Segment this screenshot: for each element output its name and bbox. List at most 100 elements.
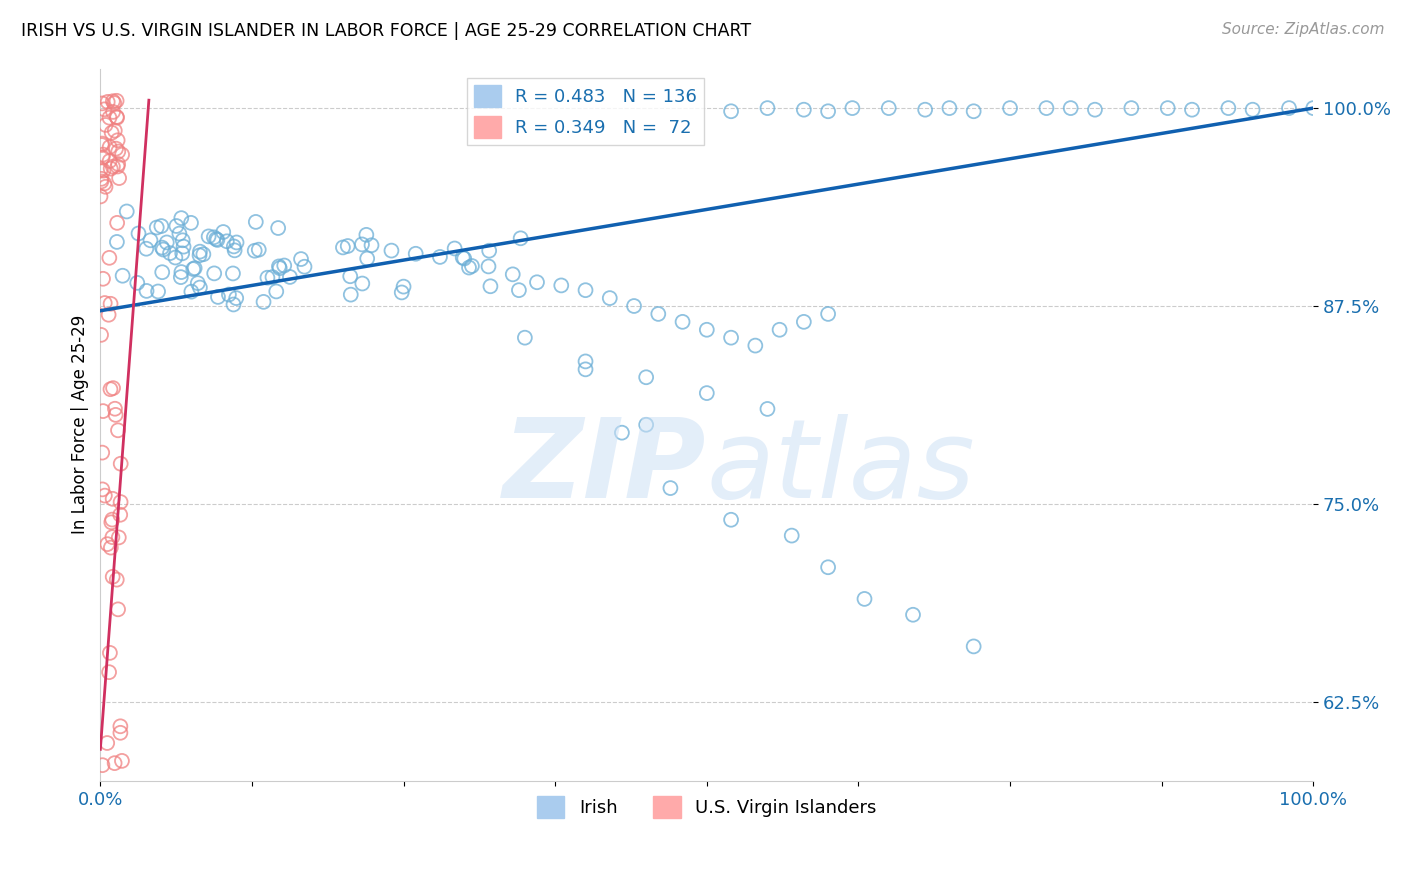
Point	[756, 101, 779, 115]
Point	[509, 231, 531, 245]
Point	[91, 758, 114, 772]
Point	[98, 111, 121, 125]
Point	[159, 246, 181, 260]
Point	[336, 239, 359, 253]
Point	[98, 140, 121, 154]
Point	[451, 251, 474, 265]
Point	[267, 221, 290, 235]
Point	[817, 307, 839, 321]
Point	[111, 268, 134, 283]
Point	[294, 260, 316, 274]
Point	[150, 241, 173, 255]
Point	[780, 528, 803, 542]
Point	[111, 754, 134, 768]
Point	[222, 267, 245, 281]
Point	[225, 291, 247, 305]
Point	[998, 101, 1021, 115]
Point	[107, 145, 129, 159]
Point	[339, 269, 361, 284]
Point	[170, 265, 193, 279]
Point	[256, 270, 278, 285]
Point	[188, 280, 211, 294]
Point	[756, 401, 779, 416]
Point	[94, 179, 117, 194]
Point	[360, 238, 382, 252]
Point	[101, 570, 124, 584]
Point	[97, 308, 120, 322]
Point	[202, 266, 225, 280]
Point	[91, 404, 114, 418]
Point	[262, 270, 284, 285]
Point	[574, 362, 596, 376]
Point	[744, 338, 766, 352]
Y-axis label: In Labor Force | Age 25-29: In Labor Force | Age 25-29	[72, 315, 89, 534]
Point	[104, 401, 127, 416]
Point	[1241, 103, 1264, 117]
Text: atlas: atlas	[707, 414, 976, 521]
Point	[1278, 101, 1301, 115]
Point	[128, 227, 150, 241]
Point	[768, 323, 790, 337]
Point	[392, 279, 415, 293]
Point	[180, 285, 202, 299]
Point	[247, 243, 270, 257]
Point	[170, 270, 193, 285]
Point	[574, 283, 596, 297]
Point	[391, 285, 413, 300]
Point	[97, 95, 120, 109]
Point	[671, 315, 693, 329]
Point	[91, 151, 114, 165]
Point	[101, 530, 124, 544]
Legend: Irish, U.S. Virgin Islanders: Irish, U.S. Virgin Islanders	[530, 789, 883, 825]
Point	[105, 573, 128, 587]
Point	[101, 381, 124, 395]
Point	[173, 240, 195, 254]
Point	[135, 284, 157, 298]
Point	[356, 227, 378, 242]
Point	[100, 161, 122, 176]
Point	[91, 483, 114, 497]
Point	[453, 252, 475, 266]
Point	[508, 283, 530, 297]
Point	[108, 531, 131, 545]
Point	[1060, 101, 1083, 115]
Point	[696, 386, 718, 401]
Point	[1218, 101, 1240, 115]
Point	[841, 101, 863, 115]
Point	[98, 646, 121, 660]
Point	[105, 142, 128, 156]
Point	[224, 244, 246, 258]
Point	[696, 323, 718, 337]
Point	[150, 265, 173, 279]
Point	[1121, 101, 1143, 115]
Point	[264, 285, 287, 299]
Point	[963, 104, 986, 119]
Point	[165, 251, 187, 265]
Point	[110, 508, 132, 522]
Point	[181, 262, 204, 277]
Point	[273, 259, 295, 273]
Point	[574, 354, 596, 368]
Point	[1157, 101, 1180, 115]
Point	[243, 244, 266, 258]
Point	[98, 665, 121, 680]
Point	[90, 174, 112, 188]
Point	[356, 252, 378, 266]
Point	[107, 602, 129, 616]
Point	[610, 425, 633, 440]
Text: ZIP: ZIP	[503, 414, 707, 521]
Point	[101, 512, 124, 526]
Point	[101, 104, 124, 119]
Point	[93, 103, 115, 117]
Point	[267, 260, 290, 274]
Point	[90, 327, 112, 342]
Point	[110, 726, 132, 740]
Text: IRISH VS U.S. VIRGIN ISLANDER IN LABOR FORCE | AGE 25-29 CORRELATION CHART: IRISH VS U.S. VIRGIN ISLANDER IN LABOR F…	[21, 22, 751, 40]
Point	[290, 252, 312, 266]
Point	[202, 230, 225, 244]
Point	[225, 235, 247, 250]
Point	[115, 204, 138, 219]
Point	[215, 235, 238, 249]
Point	[139, 233, 162, 247]
Point	[352, 277, 374, 291]
